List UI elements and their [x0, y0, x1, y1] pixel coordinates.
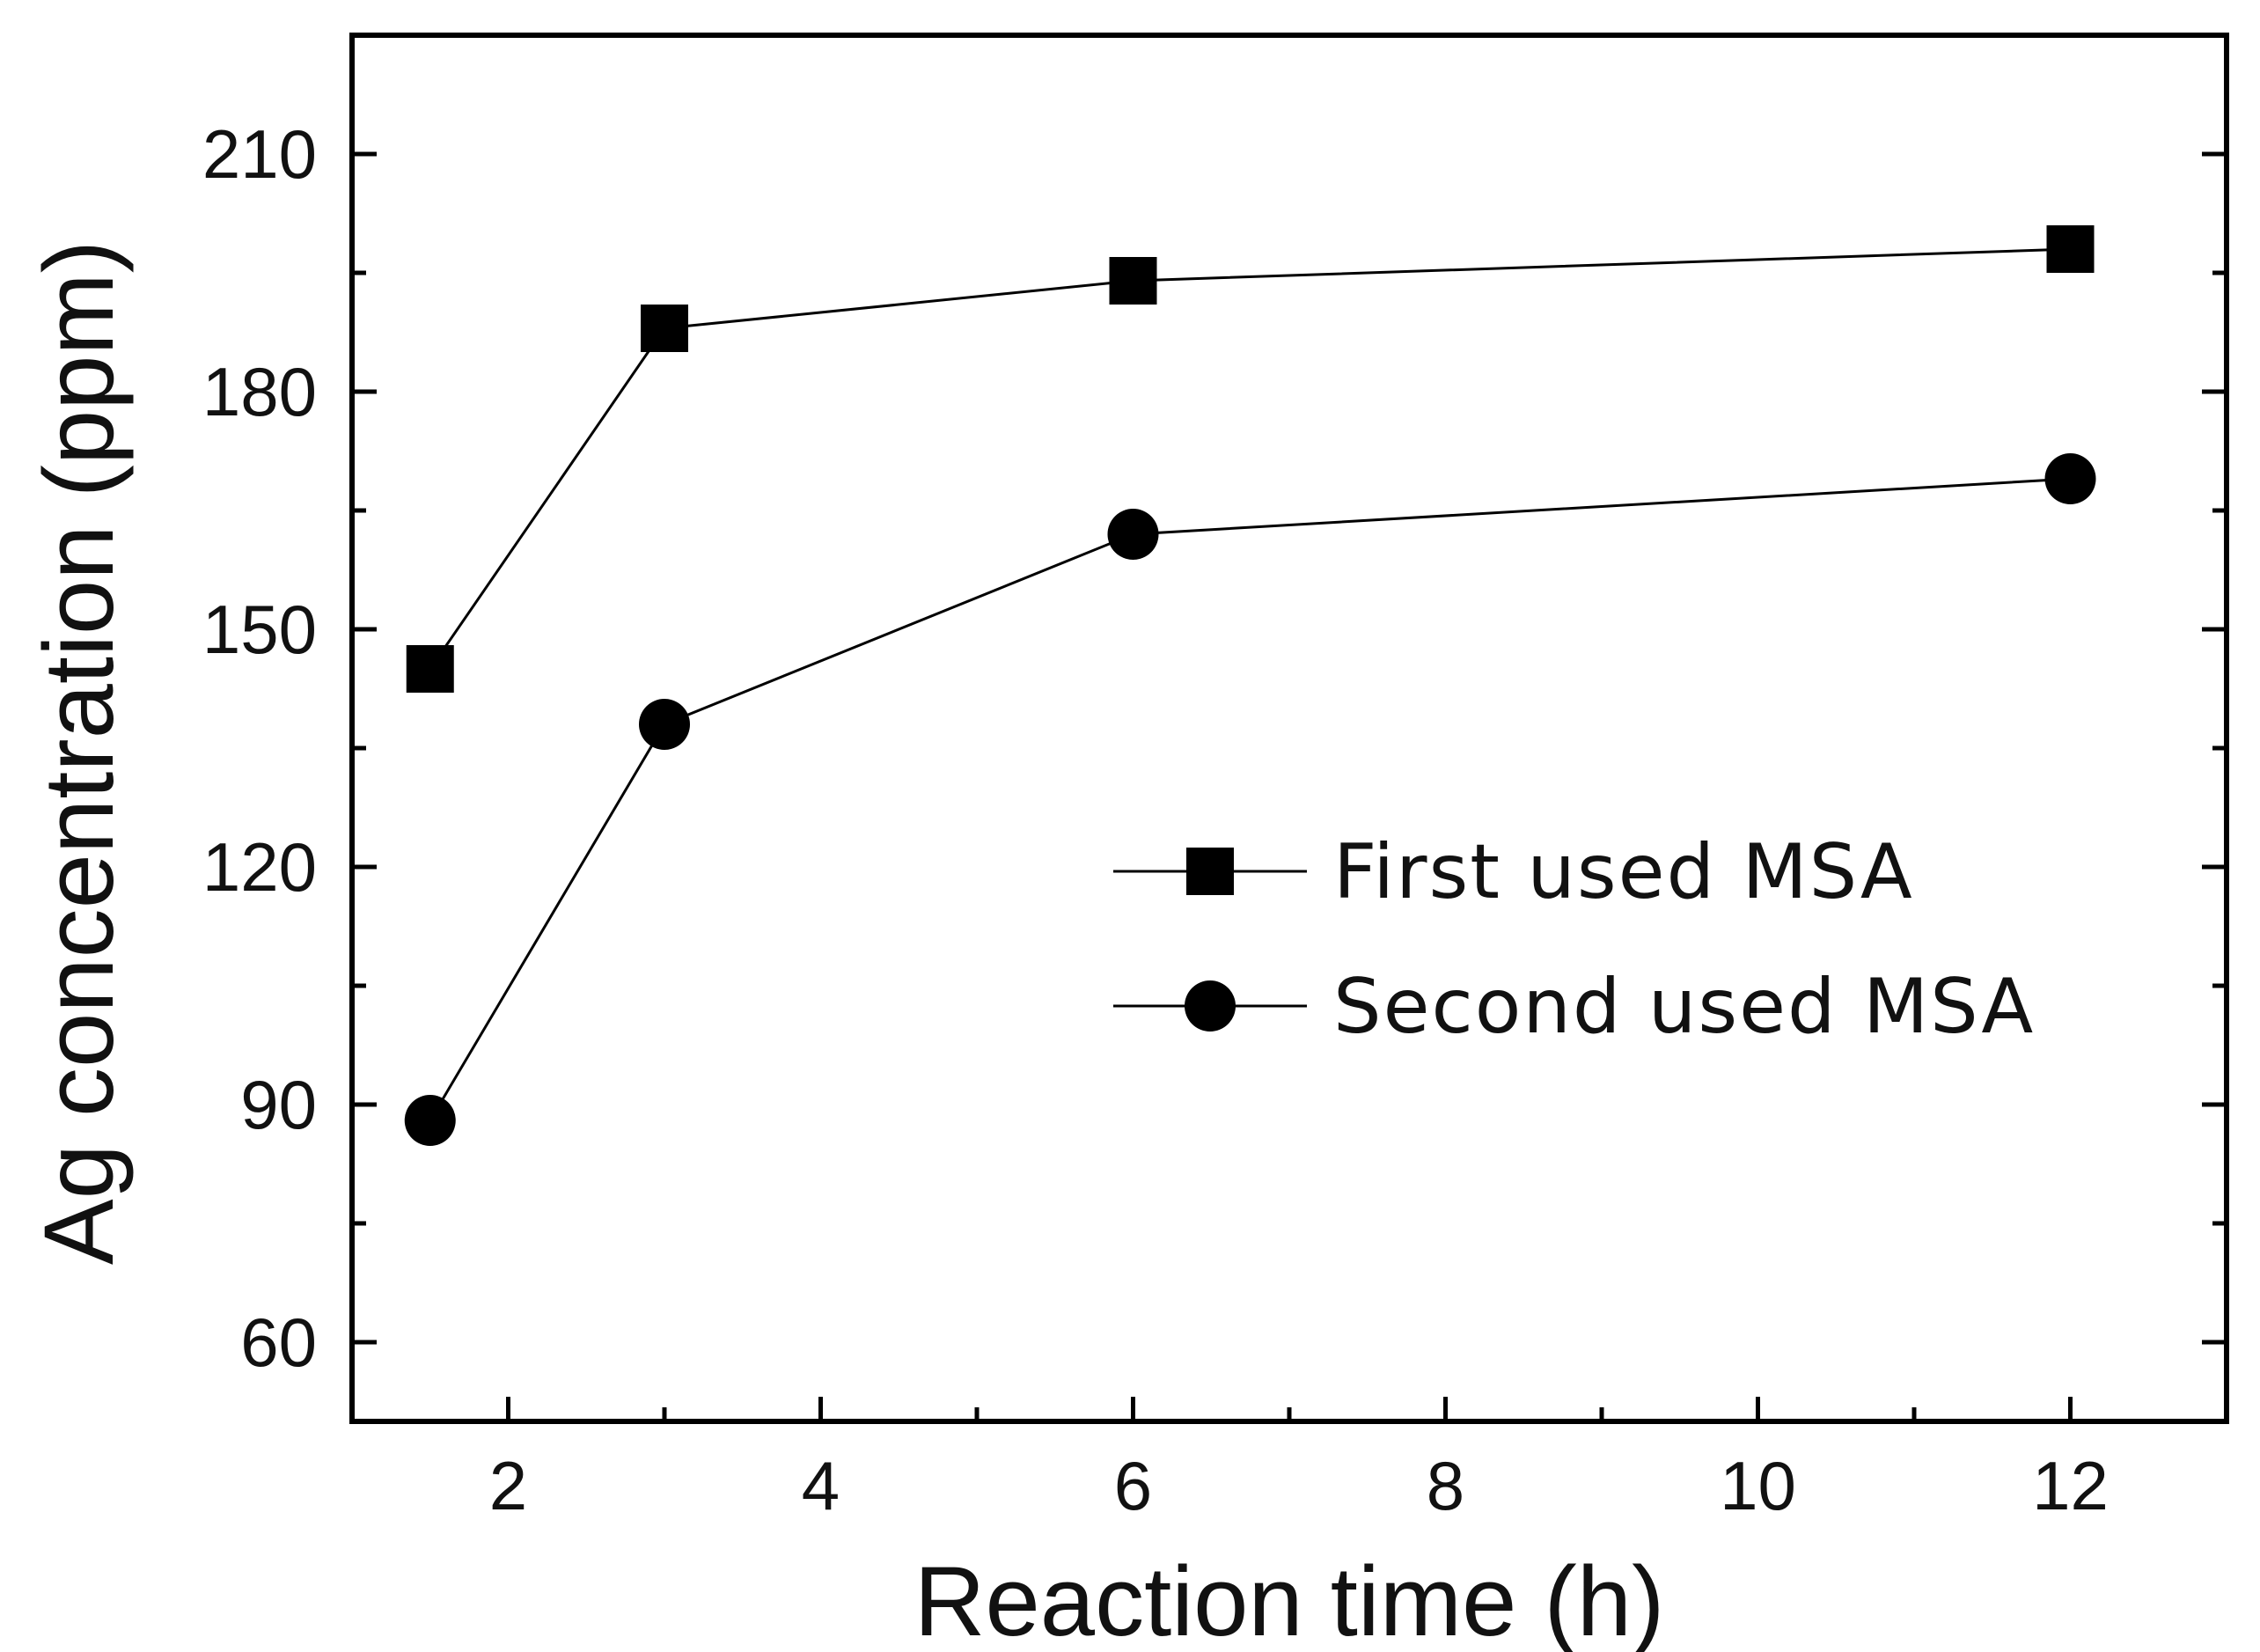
x-tick-label: 12 [2032, 1447, 2109, 1524]
y-tick-label: 120 [202, 828, 317, 906]
series-line-second-used-msa [429, 477, 2071, 1121]
y-axis-ticks [352, 33, 2227, 1345]
legend-label-second-used-msa: Second used MSA [1333, 963, 2035, 1051]
x-tick-label: 4 [802, 1447, 840, 1524]
x-axis-ticks [349, 1397, 2229, 1421]
data-point-second-used-msa [2044, 453, 2096, 504]
data-point-first-used-msa [1109, 257, 1157, 305]
series-layer [404, 225, 2096, 1146]
y-tick-label: 210 [202, 115, 317, 193]
data-point-second-used-msa [1107, 509, 1159, 560]
y-tick-label: 90 [240, 1066, 317, 1143]
x-tick-label: 2 [489, 1447, 527, 1524]
legend-marker-circle [1185, 980, 1236, 1032]
y-tick-label: 150 [202, 591, 317, 668]
y-tick-label: 180 [202, 353, 317, 430]
y-axis-title: Ag concentration (ppm) [24, 240, 134, 1265]
legend-marker-square [1186, 848, 1234, 895]
x-tick-label: 10 [1720, 1447, 1796, 1524]
x-axis-tick-labels: 2 4 6 8 10 12 [489, 1447, 2109, 1524]
data-point-first-used-msa [406, 645, 454, 693]
x-axis-title: Reaction time (h) [914, 1546, 1665, 1652]
plot-frame [349, 33, 2229, 1424]
y-axis-tick-labels: 60 90 120 150 180 210 [202, 115, 317, 1381]
data-point-second-used-msa [404, 1095, 456, 1146]
x-tick-label: 6 [1114, 1447, 1152, 1524]
data-point-first-used-msa [641, 305, 688, 352]
x-tick-label: 8 [1427, 1447, 1464, 1524]
legend-label-first-used-msa: First used MSA [1333, 828, 1914, 916]
series-line-first-used-msa [429, 247, 2071, 670]
legend: First used MSA Second used MSA [1113, 828, 2035, 1051]
data-point-second-used-msa [639, 699, 690, 750]
y-tick-label: 60 [240, 1303, 317, 1381]
data-point-first-used-msa [2046, 225, 2095, 273]
